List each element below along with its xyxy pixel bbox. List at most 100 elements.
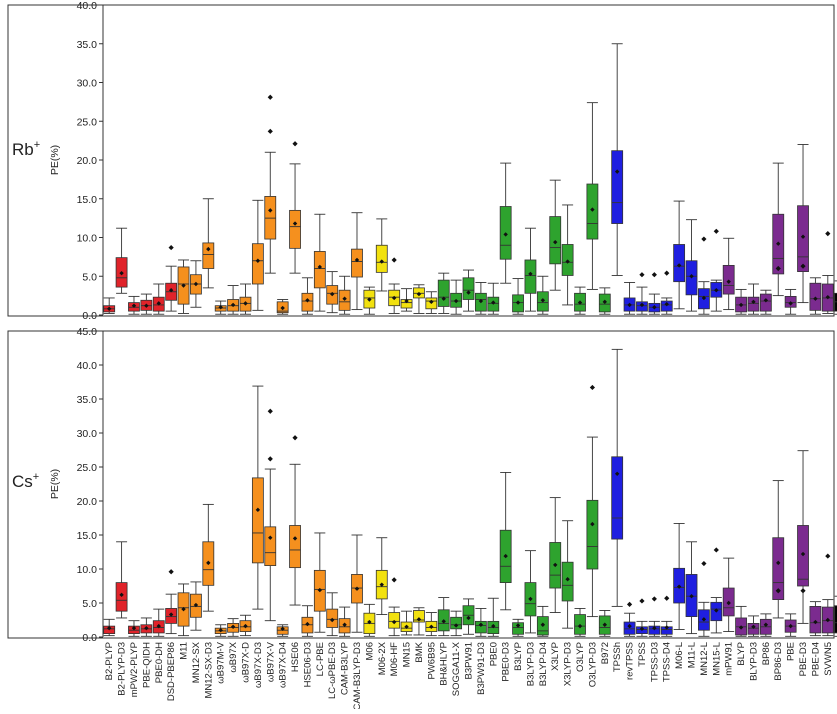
mean-marker <box>813 296 818 301</box>
mean-marker <box>453 623 459 628</box>
mean-marker <box>714 288 719 293</box>
box-PBE0-DH <box>152 283 165 315</box>
x-tick-label: HSE06 <box>290 642 301 672</box>
x-tick-label: M11-L <box>687 642 698 668</box>
ion-label: Rb+ <box>12 139 40 159</box>
y-tick-label: 30.0 <box>77 78 98 90</box>
box-SVWN5 <box>821 231 834 314</box>
x-tick-label: LC-ωPBE-D3 <box>327 642 338 699</box>
mean-marker <box>466 290 471 295</box>
iqr-box <box>351 248 363 278</box>
outlier-point <box>664 595 670 601</box>
box-B3LYP-D3 <box>524 550 537 634</box>
mean-marker <box>652 625 657 631</box>
mean-marker <box>255 258 261 263</box>
mean-marker <box>800 234 806 239</box>
x-tick-label: B3PW91 <box>464 642 475 680</box>
mean-marker <box>453 298 459 304</box>
mean-marker <box>540 298 546 303</box>
mean-marker <box>305 298 310 303</box>
mean-marker <box>800 551 806 557</box>
mean-marker <box>193 281 199 287</box>
x-tick-label: PBE0 <box>488 642 499 666</box>
box-mPW2-PLYP <box>128 620 140 637</box>
panel-1: Cs+ PE(%) 0.0 5.0 10.0 15.0 20.0 25.0 30.0 35.0 40… <box>7 326 837 644</box>
box-PBE-D4 <box>809 601 822 637</box>
box-MN12-L <box>698 236 710 315</box>
y-tick-label: 5.0 <box>82 598 97 610</box>
box-BP86-D3 <box>772 162 785 297</box>
mean-marker <box>429 624 434 629</box>
x-tick-label: BP86-D3 <box>773 642 784 681</box>
mean-marker <box>342 296 347 301</box>
box-mPW91 <box>722 557 735 633</box>
ion-symbol: Rb <box>12 140 34 159</box>
box-LC-PBE <box>313 213 326 312</box>
outlier-point <box>800 588 806 594</box>
x-tick-label: X3LYP-D3 <box>563 642 574 686</box>
mean-marker <box>218 305 223 310</box>
iqr-box <box>512 622 524 635</box>
mean-marker <box>701 295 707 301</box>
iqr-box <box>289 525 301 569</box>
mean-marker <box>614 471 620 476</box>
box-CAM-B3LYP <box>338 275 351 315</box>
mean-marker <box>738 302 744 308</box>
box-revTPSS <box>623 282 636 315</box>
mean-marker <box>218 628 223 633</box>
outlier-point <box>168 569 174 575</box>
box-MN15-L <box>710 228 723 312</box>
mean-marker <box>391 295 397 301</box>
x-axis-labels: B2-PLYP B2-PLYP-D3 mPW2-PLYP PBE-QIDH PBE0-D… <box>104 641 834 710</box>
mean-marker <box>503 232 508 237</box>
x-tick-label: BLYP-D3 <box>748 642 759 681</box>
box-CAM-B3LYP-D3 <box>351 534 363 633</box>
box-M11-L <box>685 219 698 312</box>
box-TPSS <box>636 598 648 637</box>
box-HSE06-D3 <box>301 605 314 637</box>
box-X3LYP-D3 <box>561 520 574 629</box>
box-PBE-QIDH <box>140 293 153 315</box>
mean-marker <box>515 300 521 305</box>
y-tick-label: 30.0 <box>77 428 98 440</box>
ion-symbol: Cs <box>12 472 33 491</box>
outlier-point <box>701 560 707 567</box>
box-M06-L <box>673 200 686 310</box>
box-BLYP <box>735 288 747 315</box>
mean-marker <box>528 596 533 602</box>
x-tick-label: PBE <box>786 642 797 661</box>
box-BMK <box>413 284 425 314</box>
mean-marker <box>639 626 645 632</box>
mean-marker <box>243 301 248 306</box>
box-ωB97M-V <box>214 624 227 637</box>
x-tick-label: B3PW91-D3 <box>476 642 487 695</box>
mean-marker <box>181 283 186 288</box>
x-tick-label: O3LYP <box>575 642 586 672</box>
box-PW6B95 <box>425 291 438 314</box>
mean-marker <box>614 169 620 174</box>
x-tick-label: M06-2X <box>377 641 388 675</box>
mean-marker <box>367 619 372 625</box>
mean-marker <box>491 623 496 629</box>
box-O3LYP-D3 <box>586 384 599 618</box>
mean-marker <box>676 263 682 268</box>
mean-marker <box>379 582 384 587</box>
mean-marker <box>590 207 595 212</box>
y-axis-label: PE(%) <box>49 145 61 175</box>
y-tick-label: 35.0 <box>77 39 98 51</box>
box-SOGGA11-X <box>450 279 463 315</box>
y-tick-label: 15.0 <box>77 194 98 206</box>
outlier-point <box>292 435 298 441</box>
x-tick-label: PW6B95 <box>426 642 437 680</box>
mean-marker <box>825 294 831 300</box>
box-PBE0-D3 <box>499 471 512 611</box>
mean-marker <box>590 521 595 527</box>
mean-marker <box>317 264 323 270</box>
mean-marker <box>292 221 298 226</box>
box-BH&HLYP <box>437 272 450 314</box>
x-tick-label: SVWN5 <box>823 642 834 676</box>
mean-marker <box>280 626 285 632</box>
box-ωB97X-D4 <box>276 299 289 315</box>
mean-marker <box>181 606 186 612</box>
mean-marker <box>714 608 719 613</box>
